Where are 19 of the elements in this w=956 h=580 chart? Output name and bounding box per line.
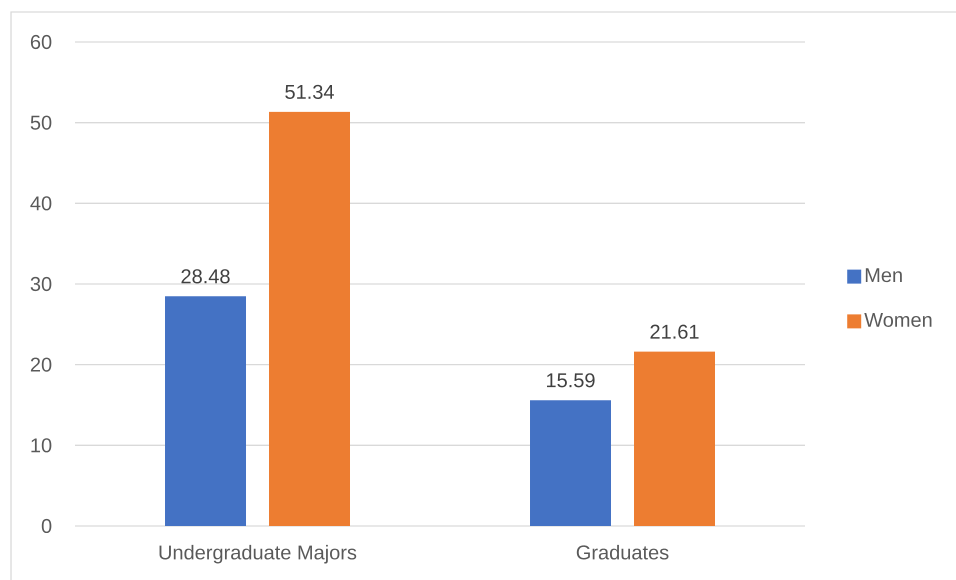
y-tick-label: 50 <box>30 116 52 130</box>
legend-label: Women <box>864 313 932 327</box>
data-label: 28.48 <box>181 269 230 284</box>
y-tick-label: 60 <box>30 34 52 50</box>
bar <box>530 400 611 526</box>
y-tick-label: 10 <box>31 438 52 452</box>
y-tick-label: 30 <box>30 276 52 292</box>
x-tick-label: Undergraduate Majors <box>160 544 356 564</box>
y-tick-label: 40 <box>30 196 52 210</box>
data-label: 15.59 <box>547 373 595 388</box>
bar <box>165 296 246 526</box>
data-label: 21.61 <box>650 324 699 339</box>
legend-label: Men <box>866 268 902 282</box>
bar <box>269 112 350 526</box>
y-tick-label: 20 <box>30 358 52 372</box>
y-tick-label: 0 <box>42 518 52 534</box>
bar <box>634 352 715 526</box>
data-label: 51.34 <box>285 84 334 99</box>
x-tick-label: Graduates <box>576 544 668 560</box>
